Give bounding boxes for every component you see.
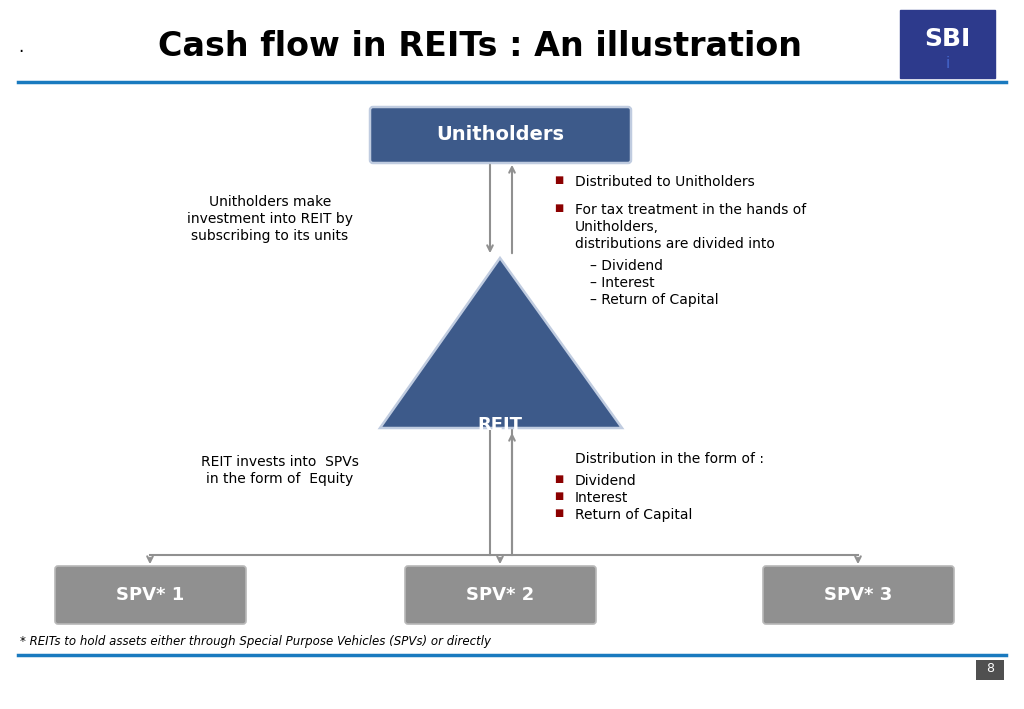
Text: SPV* 3: SPV* 3 [824, 586, 892, 604]
Text: Unitholders,: Unitholders, [575, 220, 659, 234]
Text: Dividend: Dividend [575, 474, 637, 488]
Text: ■: ■ [554, 508, 563, 518]
Text: – Interest: – Interest [590, 276, 654, 290]
Text: i: i [945, 55, 949, 70]
Text: Unitholders make: Unitholders make [209, 195, 331, 209]
Text: REIT invests into  SPVs: REIT invests into SPVs [201, 455, 359, 469]
Text: distributions are divided into: distributions are divided into [575, 237, 775, 251]
Text: * REITs to hold assets either through Special Purpose Vehicles (SPVs) or directl: * REITs to hold assets either through Sp… [20, 635, 490, 648]
Text: REIT: REIT [477, 416, 522, 435]
Text: Distributed to Unitholders: Distributed to Unitholders [575, 175, 755, 189]
Polygon shape [380, 258, 622, 428]
Text: ■: ■ [554, 203, 563, 213]
Text: – Dividend: – Dividend [590, 259, 663, 273]
FancyBboxPatch shape [406, 566, 596, 624]
Text: Cash flow in REITs : An illustration: Cash flow in REITs : An illustration [158, 30, 802, 64]
FancyBboxPatch shape [976, 660, 1004, 680]
Text: ■: ■ [554, 474, 563, 484]
Text: ■: ■ [554, 175, 563, 185]
Text: ■: ■ [554, 491, 563, 501]
Text: Distribution in the form of :: Distribution in the form of : [575, 452, 764, 466]
Text: SPV* 1: SPV* 1 [116, 586, 184, 604]
Text: 8: 8 [986, 661, 994, 674]
Text: Unitholders: Unitholders [436, 125, 564, 145]
Text: SBI: SBI [925, 26, 971, 50]
Text: in the form of  Equity: in the form of Equity [207, 472, 353, 486]
Text: .: . [18, 38, 24, 56]
FancyBboxPatch shape [763, 566, 954, 624]
Text: – Return of Capital: – Return of Capital [590, 293, 719, 307]
Text: SPV* 2: SPV* 2 [466, 586, 535, 604]
FancyBboxPatch shape [900, 10, 995, 78]
FancyBboxPatch shape [55, 566, 246, 624]
Text: For tax treatment in the hands of: For tax treatment in the hands of [575, 203, 806, 217]
Text: subscribing to its units: subscribing to its units [191, 229, 348, 243]
FancyBboxPatch shape [370, 107, 631, 163]
Text: Interest: Interest [575, 491, 629, 505]
Text: Return of Capital: Return of Capital [575, 508, 692, 522]
Text: investment into REIT by: investment into REIT by [187, 212, 353, 226]
